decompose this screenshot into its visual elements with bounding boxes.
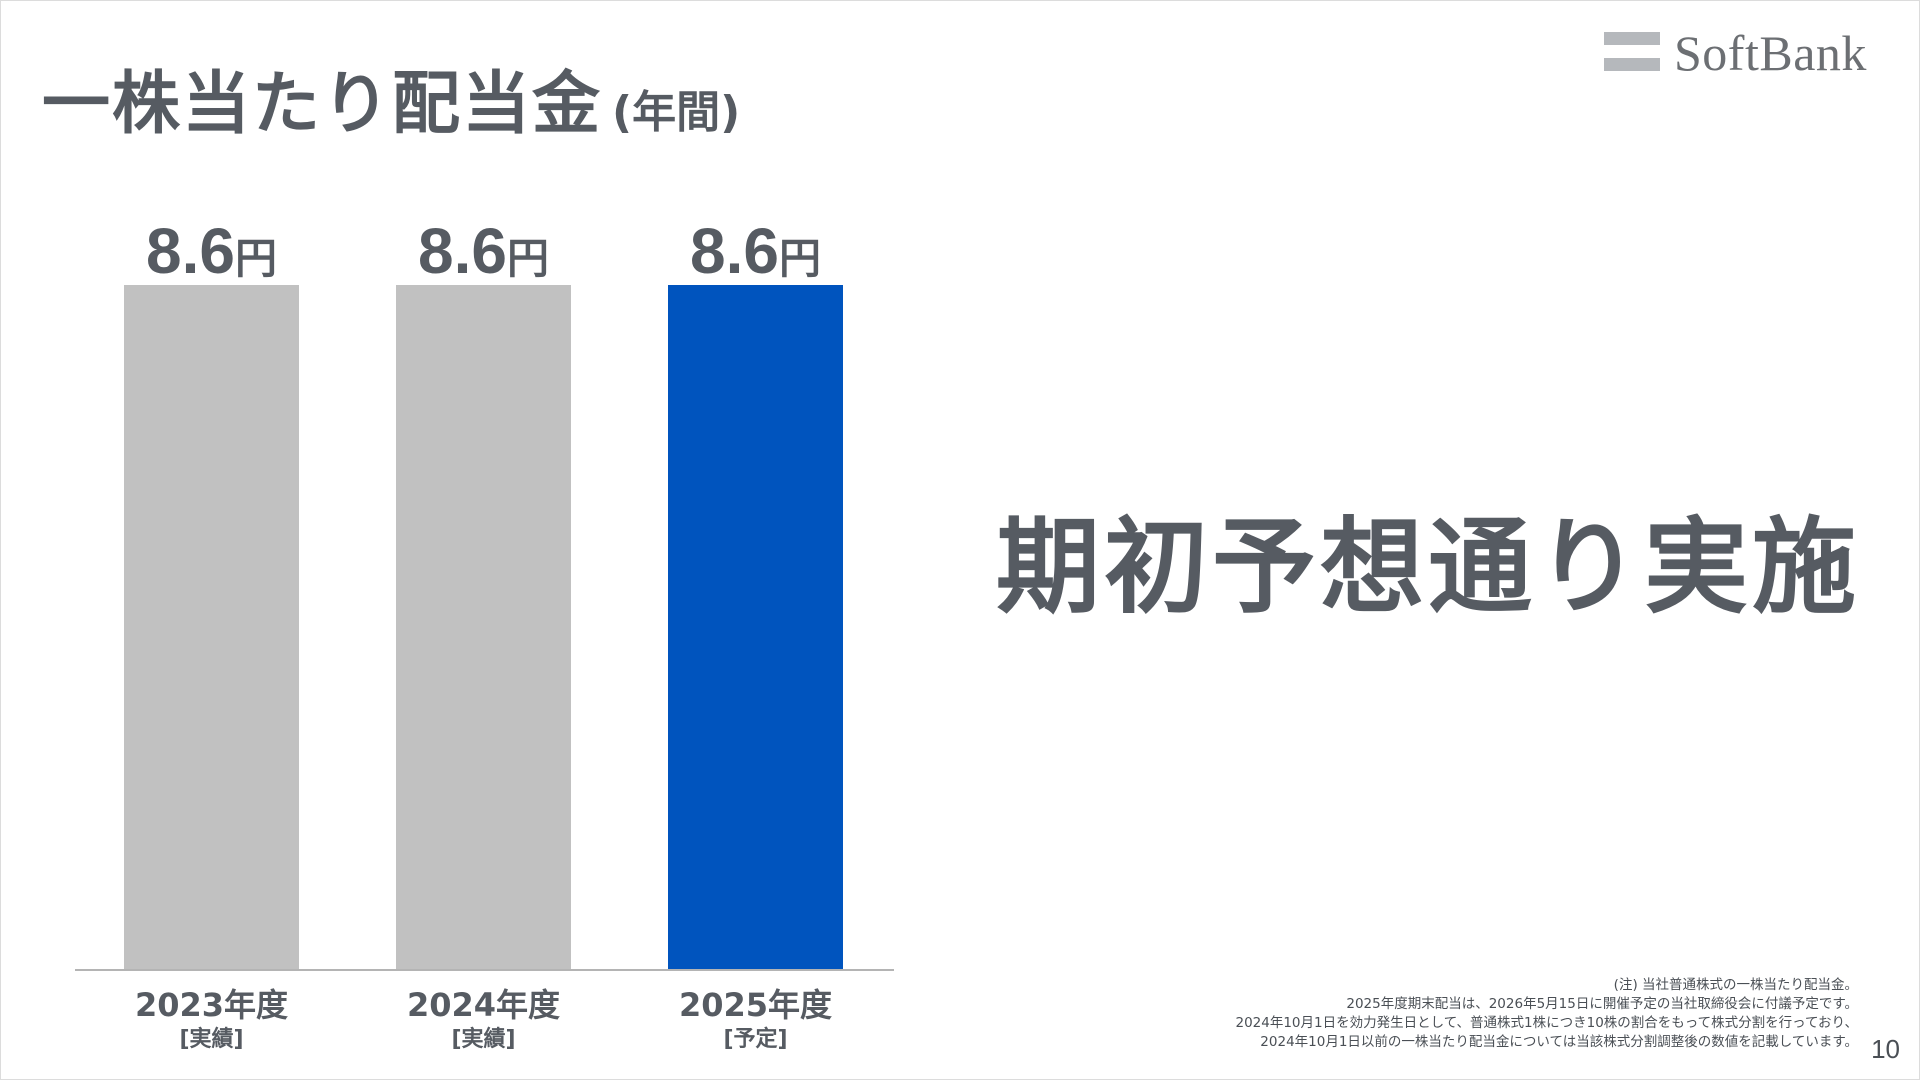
bar-0: [124, 285, 299, 970]
category-sublabel: [実績]: [451, 1026, 515, 1052]
bar-value-label: 8.6円: [418, 215, 549, 287]
bar-2: [668, 285, 843, 970]
bar-value-label: 8.6円: [690, 215, 821, 287]
footnote-line: 2024年10月1日を効力発生日として、普通株式1株につき10株の割合をもって株…: [1235, 1015, 1858, 1031]
page-number: 10: [1871, 1034, 1900, 1064]
bar-value-label: 8.6円: [146, 215, 277, 287]
headline: 期初予想通り実施: [996, 506, 1861, 628]
footnote-line: (注) 当社普通株式の一株当たり配当金。: [1613, 977, 1858, 993]
title-sub: (年間): [612, 87, 741, 138]
title-main: 一株当たり配当金: [42, 65, 603, 144]
category-sublabel: [予定]: [723, 1026, 787, 1052]
logo-text: SoftBank: [1674, 25, 1867, 81]
category-sublabel: [実績]: [179, 1026, 243, 1052]
bar-1: [396, 285, 571, 970]
footnote-line: 2025年度期末配当は、2026年5月15日に開催予定の当社取締役会に付議予定で…: [1346, 996, 1858, 1012]
softbank-logo: SoftBank: [1604, 25, 1874, 81]
category-label: 2023年度: [135, 986, 288, 1024]
slide-title: 一株当たり配当金 (年間): [42, 48, 740, 147]
category-label: 2025年度: [679, 986, 832, 1024]
category-label: 2024年度: [407, 986, 560, 1024]
footnote-line: 2024年10月1日以前の一株当たり配当金については当該株式分割調整後の数値を記…: [1260, 1034, 1858, 1050]
footnotes: (注) 当社普通株式の一株当たり配当金。 2025年度期末配当は、2026年5月…: [1235, 976, 1858, 1052]
logo-bar-bottom: [1604, 58, 1660, 71]
logo-bar-top: [1604, 32, 1660, 45]
